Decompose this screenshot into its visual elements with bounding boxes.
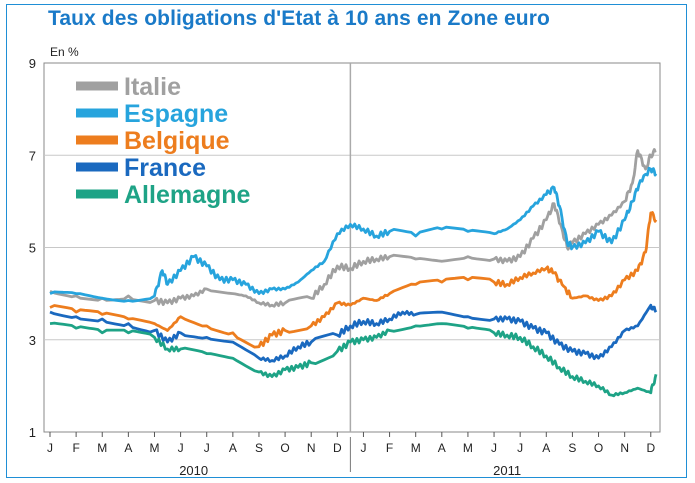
legend-label-italie: Italie [124,73,181,101]
x-tick-label: N [307,441,316,455]
x-tick-label: O [280,441,289,455]
x-tick-label: J [360,441,366,455]
y-tick-label: 7 [29,148,36,163]
legend-label-allemagne: Allemagne [124,181,251,209]
x-tick-label: D [646,441,655,455]
y-tick-labels: 1 3 5 7 9 [29,56,36,440]
x-tick-label: A [229,441,237,455]
x-tick-label: N [620,441,629,455]
x-tick-label: M [463,441,473,455]
x-tick-label: J [204,441,210,455]
x-tick-label: O [594,441,603,455]
x-tick-label: J [517,441,523,455]
x-axis: J F M A M J J A S O N D J F M A M J J A S O N D 2010 2011 [47,432,655,478]
series-line-allemagne [49,321,658,398]
legend-label-france: France [124,154,206,182]
x-tick-label: F [72,441,79,455]
x-tick-label: A [124,441,132,455]
x-tick-label: F [386,441,393,455]
series-line-belgique [49,211,658,349]
x-tick-label: M [149,441,159,455]
x-tick-label: A [438,441,446,455]
year-label-2011: 2011 [493,463,521,478]
y-axis-label: En % [50,45,79,59]
chart-title: Taux des obligations d'Etat à 10 ans en … [48,7,550,30]
x-tick-label: J [178,441,184,455]
x-tick-label: J [491,441,497,455]
x-tick-label: M [411,441,421,455]
series-line-italie [49,148,657,308]
x-tick-label: J [47,441,53,455]
x-tick-label: M [97,441,107,455]
x-tick-label: S [255,441,263,455]
y-tick-label: 3 [29,333,36,348]
y-tick-label: 9 [29,56,36,71]
x-tick-label: A [542,441,550,455]
legend-label-espagne: Espagne [124,100,228,128]
y-tick-label: 1 [29,425,36,440]
year-label-2010: 2010 [179,463,208,478]
chart-frame [6,4,687,478]
legend-label-belgique: Belgique [124,127,230,155]
series-line-espagne [49,166,658,303]
y-tick-label: 5 [29,241,36,256]
x-tick-label: D [333,441,342,455]
series-line-france [49,303,658,363]
x-tick-label: S [568,441,576,455]
series-lines [49,148,658,398]
